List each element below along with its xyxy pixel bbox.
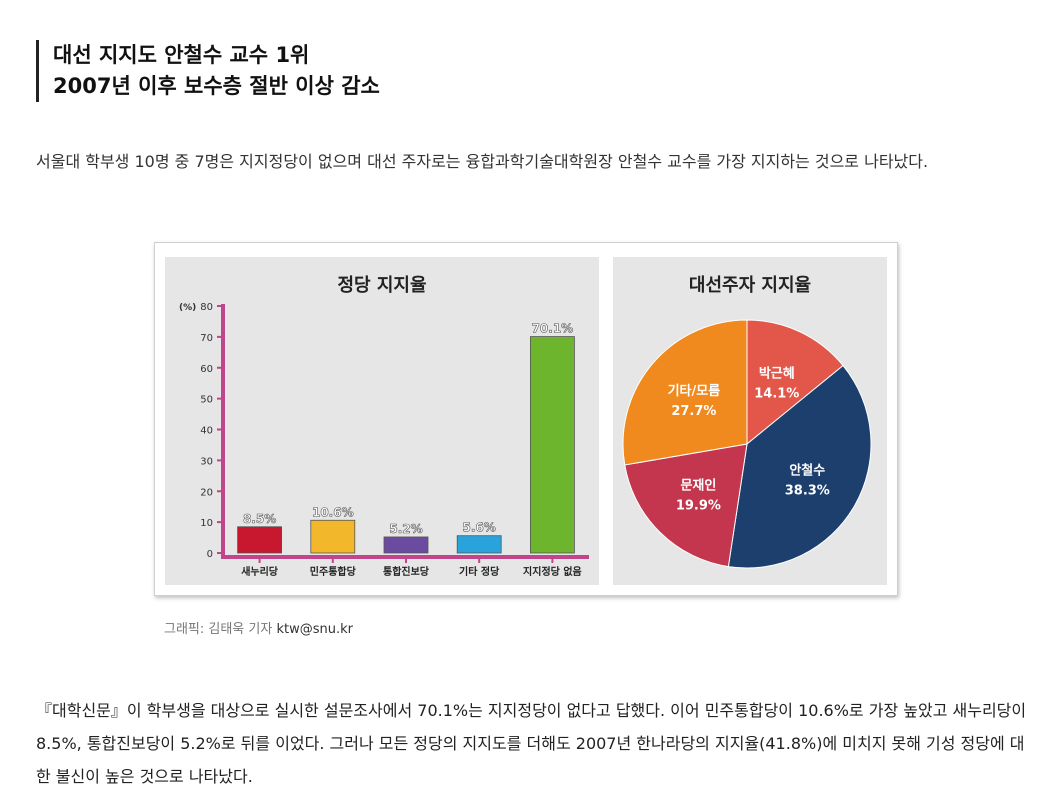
pie-slice-name: 문재인 (680, 478, 716, 494)
bar-chart: (%) 0 10 20 30 40 50 60 70 80 8.5% 새누리당 10.6% 민주통합당 5.… (179, 302, 589, 578)
pie-slice-name: 안철수 (789, 462, 825, 478)
y-tick-label: 10 (200, 518, 213, 529)
bar-value-label: 8.5% (243, 512, 276, 526)
pie-slice-name: 기타/모름 (668, 383, 721, 399)
bar (383, 536, 429, 554)
figure-caption: 그래픽: 김태욱 기자 ktw@snu.kr (164, 618, 353, 637)
pie-slice-value: 38.3% (785, 483, 830, 498)
bar (529, 336, 575, 554)
bar-value-label: 5.2% (389, 522, 422, 536)
article-headline: 대선 지지도 안철수 교수 1위 2007년 이후 보수층 절반 이상 감소 (36, 40, 380, 102)
pie-slice (624, 443, 748, 568)
bar-value-label: 70.1% (532, 322, 574, 336)
pie-slice-value: 19.9% (676, 499, 721, 514)
pie-chart: 박근혜 14.1% 안철수 38.3% 문재인 19.9% 기타/모름 27.7% (622, 319, 872, 569)
y-tick-label: 30 (200, 456, 213, 467)
pie-slice (727, 364, 872, 569)
bar-chart-title: 정당 지지율 (337, 275, 427, 296)
pie-chart-title: 대선주자 지지율 (688, 275, 812, 296)
x-tick-label: 민주통합당 (310, 565, 357, 578)
pie-slice (746, 319, 844, 446)
y-tick-label: 50 (200, 395, 213, 406)
caption-email: ktw@snu.kr (276, 622, 353, 637)
bar (310, 519, 356, 554)
pie-slice (622, 319, 748, 466)
pie-slice-value: 14.1% (754, 386, 799, 401)
x-tick-label: 기타 정당 (459, 565, 500, 578)
caption-credit: 그래픽: 김태욱 기자 (164, 622, 277, 637)
headline-line-1: 대선 지지도 안철수 교수 1위 (53, 43, 310, 67)
bar (456, 535, 502, 554)
x-tick-label: 통합진보당 (383, 565, 430, 578)
y-tick-label: 40 (200, 426, 213, 437)
y-tick-label: 80 (200, 302, 213, 313)
y-tick-label: 0 (207, 549, 213, 560)
infographic: 정당 지지율 (%) 0 10 20 30 40 50 60 70 80 8.5% 새누리당 10.6%… (154, 242, 898, 596)
headline-line-2: 2007년 이후 보수층 절반 이상 감소 (53, 74, 380, 98)
pie-slice-value: 27.7% (671, 404, 716, 419)
candidate-support-panel: 대선주자 지지율 박근혜 14.1% 안철수 38.3% 문재인 19.9% 기타/모름 27… (613, 257, 887, 585)
party-support-panel: 정당 지지율 (%) 0 10 20 30 40 50 60 70 80 8.5% 새누리당 10.6%… (165, 257, 599, 585)
body-paragraph: 『대학신문』이 학부생을 대상으로 실시한 설문조사에서 70.1%는 지지정당… (36, 701, 1027, 786)
lead-paragraph: 서울대 학부생 10명 중 7명은 지지정당이 없으며 대선 주자로는 융합과학… (36, 152, 929, 171)
y-tick-label: 70 (200, 333, 213, 344)
pie-slice-name: 박근혜 (759, 365, 795, 381)
x-tick-label: 지지정당 없음 (523, 565, 582, 578)
bar (237, 526, 282, 554)
x-tick-label: 새누리당 (241, 565, 279, 578)
bar-value-label: 10.6% (312, 505, 354, 519)
bar-value-label: 5.6% (463, 521, 496, 535)
y-axis-unit: (%) (179, 303, 196, 313)
y-tick-label: 60 (200, 364, 213, 375)
y-tick-label: 20 (200, 487, 213, 498)
